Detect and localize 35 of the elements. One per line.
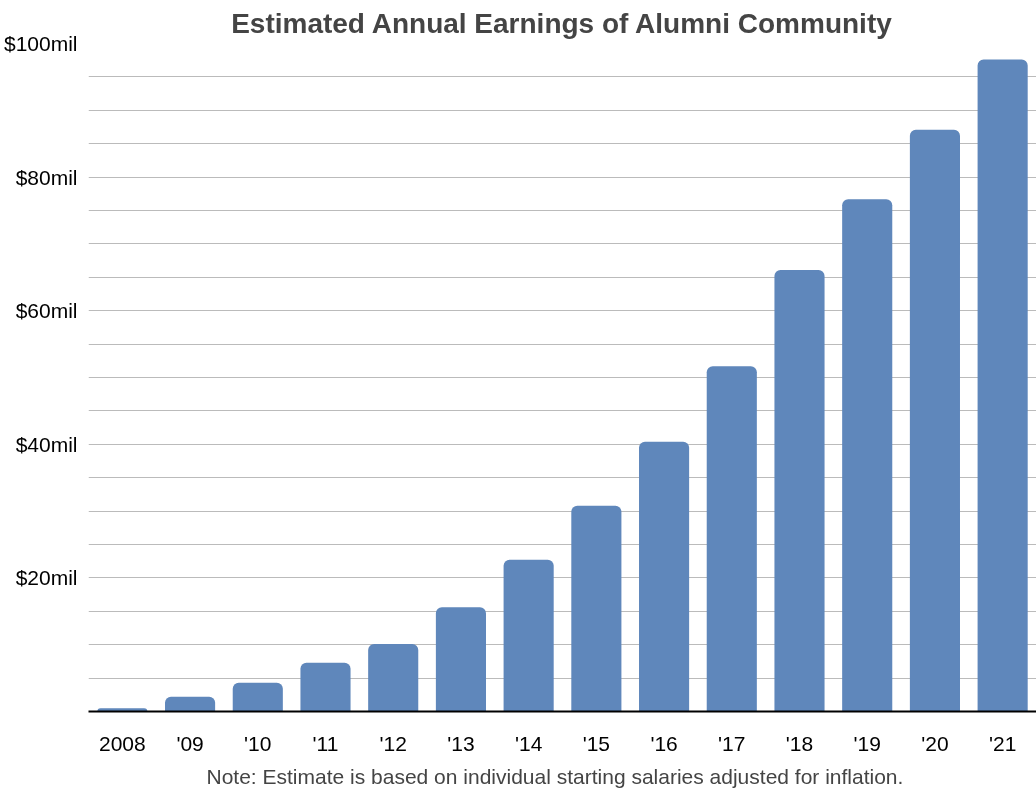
y-tick-label: $60mil xyxy=(15,299,78,323)
x-tick-label: '19 xyxy=(853,731,881,755)
x-tick-label: '11 xyxy=(312,731,339,755)
x-tick-label: 2008 xyxy=(99,731,146,755)
bar xyxy=(232,682,283,712)
x-tick-label: '21 xyxy=(988,731,1017,755)
x-tick-label: '09 xyxy=(176,731,204,755)
bar xyxy=(165,696,216,712)
x-tick-label: '20 xyxy=(921,731,949,755)
bar xyxy=(503,559,554,712)
bar xyxy=(435,607,486,712)
bar xyxy=(571,505,622,712)
x-tick-label: '10 xyxy=(244,731,272,755)
x-tick-label: '15 xyxy=(582,731,611,755)
x-tick-label: '14 xyxy=(514,731,543,755)
x-tick-label: '13 xyxy=(447,731,475,755)
x-tick-label: '12 xyxy=(379,731,407,755)
bar xyxy=(706,366,757,712)
bar xyxy=(97,708,148,712)
bar xyxy=(774,269,825,712)
bar xyxy=(977,59,1028,712)
bar xyxy=(300,662,351,712)
bar xyxy=(842,199,893,712)
y-tick-label: $80mil xyxy=(15,165,78,189)
text: Note: Estimate is based on individual starting salaries adjusted for inflation. xyxy=(206,764,904,788)
x-tick-label: '17 xyxy=(718,731,746,755)
x-tick-label: '16 xyxy=(650,731,678,755)
y-tick-label: $100mil xyxy=(3,32,78,55)
chart-title: Estimated Annual Earnings of Alumni Community xyxy=(231,7,893,39)
y-tick-label: $20mil xyxy=(15,566,78,590)
y-tick-label: $40mil xyxy=(15,432,78,456)
x-tick-label: '18 xyxy=(785,731,814,755)
bar xyxy=(368,644,419,712)
bar xyxy=(639,441,690,712)
bar xyxy=(909,129,960,712)
